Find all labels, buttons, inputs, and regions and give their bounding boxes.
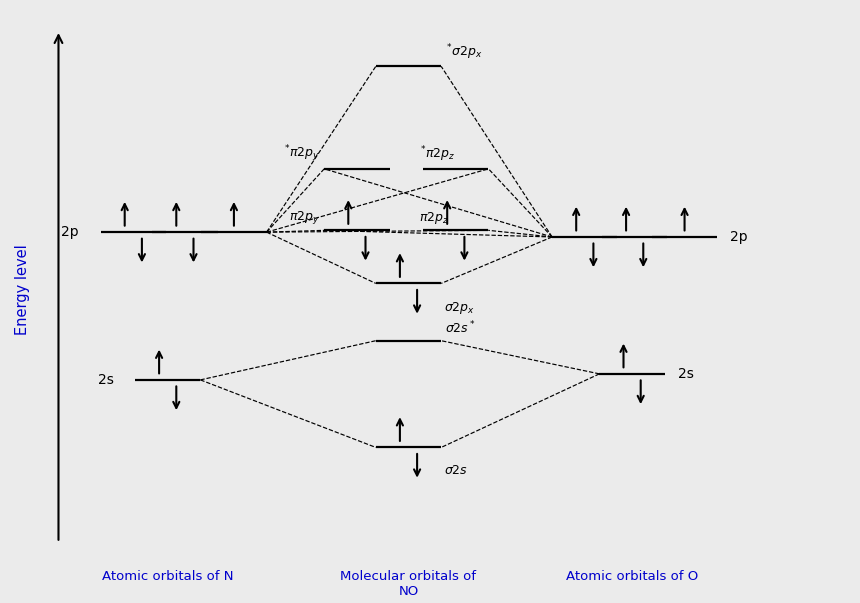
Text: $\sigma2s^*$: $\sigma2s^*$ xyxy=(445,319,476,336)
Text: $\sigma2s$: $\sigma2s$ xyxy=(444,464,468,478)
Text: $^*\!\sigma2p_x$: $^*\!\sigma2p_x$ xyxy=(445,42,482,62)
Text: Atomic orbitals of O: Atomic orbitals of O xyxy=(566,570,698,583)
Text: 2p: 2p xyxy=(730,230,747,244)
Text: $^*\!\pi2p_z$: $^*\!\pi2p_z$ xyxy=(419,144,455,164)
Text: Atomic orbitals of N: Atomic orbitals of N xyxy=(102,570,233,583)
Text: $^*\!\pi2p_y$: $^*\!\pi2p_y$ xyxy=(283,144,320,164)
Text: 2s: 2s xyxy=(678,367,693,381)
Text: Molecular orbitals of
NO: Molecular orbitals of NO xyxy=(341,570,476,598)
Text: $\pi2p_z$: $\pi2p_z$ xyxy=(419,209,449,226)
Text: 2s: 2s xyxy=(98,373,114,387)
Text: $\pi2p_y$: $\pi2p_y$ xyxy=(289,209,320,226)
Text: 2p: 2p xyxy=(62,225,79,239)
Text: $\sigma2p_x$: $\sigma2p_x$ xyxy=(444,300,475,317)
Text: Energy level: Energy level xyxy=(15,244,30,335)
